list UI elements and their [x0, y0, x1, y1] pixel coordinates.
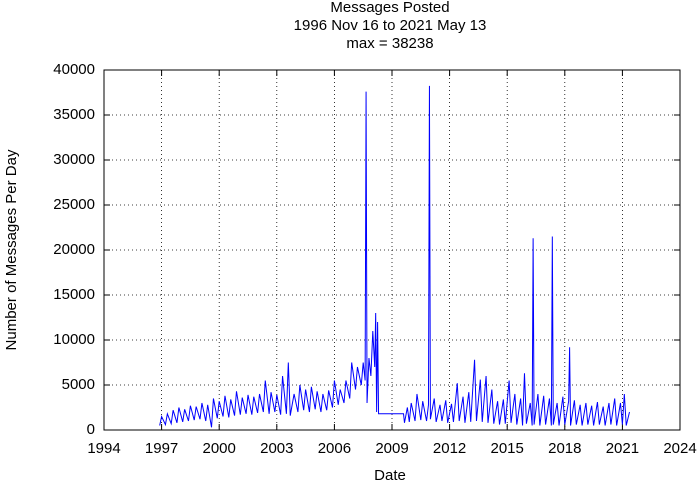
x-tick-label: 1994 [87, 440, 120, 457]
x-tick-label: 2015 [491, 440, 524, 457]
y-tick-label: 15000 [53, 286, 95, 303]
x-axis-label: Date [374, 467, 406, 481]
y-tick-label: 35000 [53, 106, 95, 123]
y-tick-label: 10000 [53, 331, 95, 348]
annotation: max = 38238 [346, 35, 433, 52]
x-tick-label: 2012 [433, 440, 466, 457]
data-line [159, 85, 630, 428]
x-tick-label: 2003 [260, 440, 293, 457]
plot-border [103, 69, 681, 431]
y-tick-label: 0 [87, 421, 95, 438]
y-tick-label: 40000 [53, 61, 95, 78]
x-tick-label: 2024 [663, 440, 696, 457]
y-axis-label: Number of Messages Per Day [3, 149, 20, 350]
x-tick-label: 2009 [375, 440, 408, 457]
y-tick-label: 5000 [62, 376, 95, 393]
y-tick-label: 20000 [53, 241, 95, 258]
x-tick-label: 2000 [203, 440, 236, 457]
chart-title: Messages Posted [330, 0, 449, 16]
y-tick-label: 25000 [53, 196, 95, 213]
x-tick-label: 2006 [318, 440, 351, 457]
x-tick-label: 1997 [145, 440, 178, 457]
x-tick-label: 2018 [548, 440, 581, 457]
y-tick-label: 30000 [53, 151, 95, 168]
x-tick-label: 2021 [606, 440, 639, 457]
chart-subtitle: 1996 Nov 16 to 2021 May 13 [294, 17, 487, 34]
